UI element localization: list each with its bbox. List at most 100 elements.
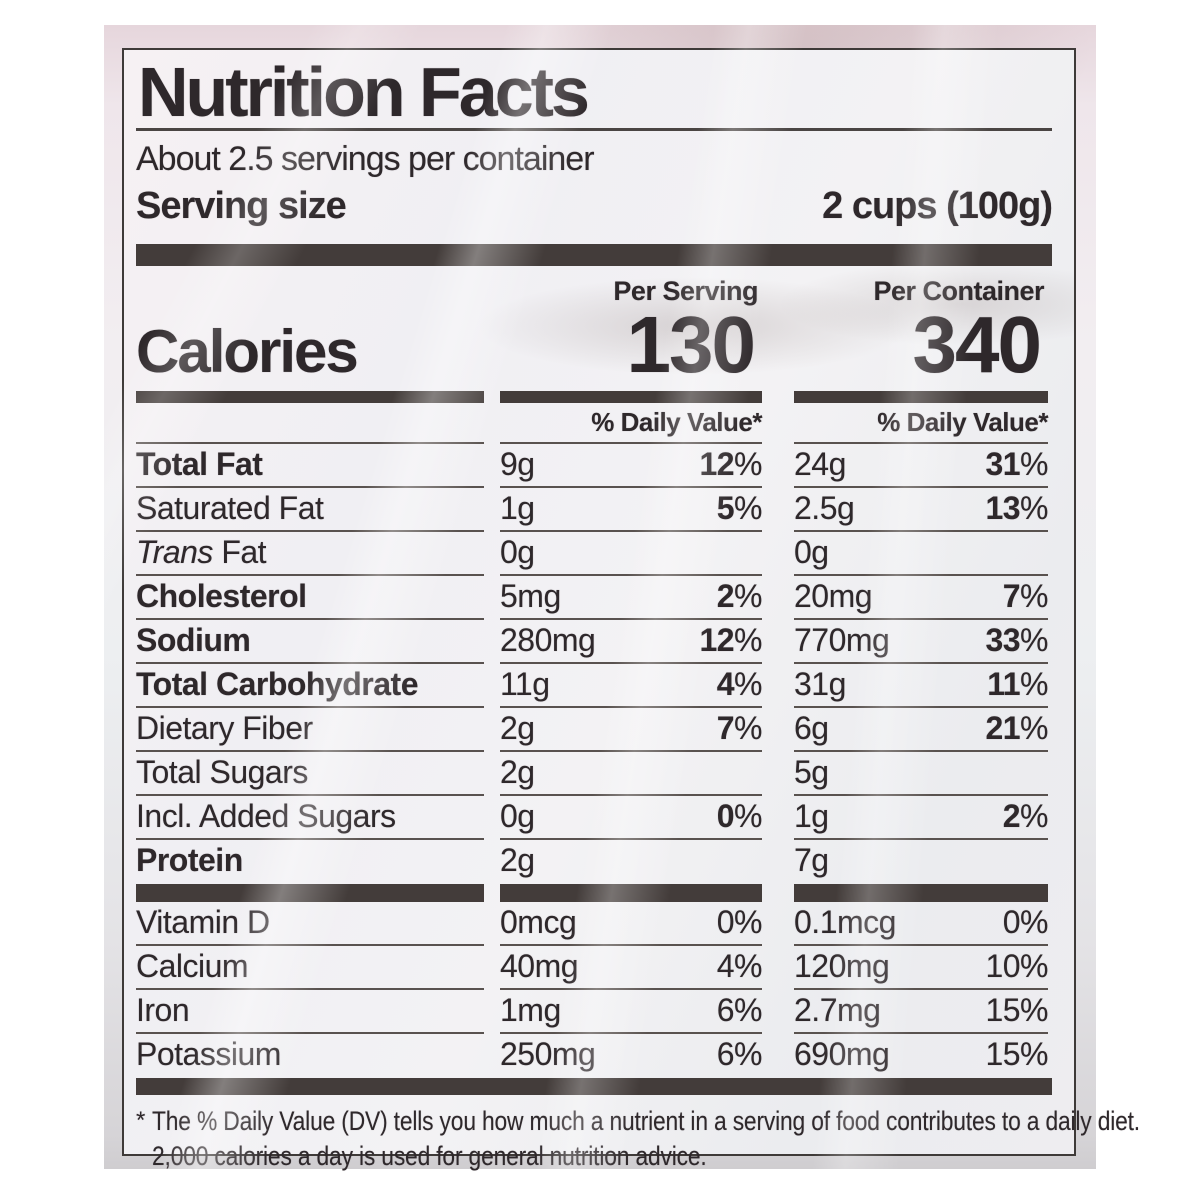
divider-segment xyxy=(794,391,1048,403)
container-amount: 2.7mg xyxy=(794,992,881,1028)
container-daily-value: 7% xyxy=(1002,578,1049,614)
label-title: Nutrition Facts xyxy=(136,50,1052,131)
container-amount: 0.1mcg xyxy=(794,904,896,940)
nutrient-row: Protein 2g 7g xyxy=(136,838,1052,882)
serving-daily-value: 6% xyxy=(716,992,763,1028)
serving-daily-value: 0% xyxy=(716,798,763,834)
nutrient-label: Protein xyxy=(136,842,243,878)
container-amount: 7g xyxy=(794,842,829,878)
per-serving-cell: 0g 0% xyxy=(500,794,762,838)
serving-amount: 1mg xyxy=(500,992,561,1028)
container-daily-value: 2% xyxy=(1002,798,1049,834)
nutrient-row: Potassium 250mg 6% 690mg 15% xyxy=(136,1032,1052,1076)
nutrient-name-cell: Total Sugars xyxy=(136,750,484,794)
per-serving-cell: 2g 7% xyxy=(500,706,762,750)
container-daily-value: 10% xyxy=(985,948,1048,984)
container-amount: 2.5g xyxy=(794,490,855,526)
nutrient-name-cell: Protein xyxy=(136,838,484,882)
per-serving-cell: 1g 5% xyxy=(500,486,762,530)
nutrient-name-cell: Saturated Fat xyxy=(136,486,484,530)
serving-daily-value: 7% xyxy=(716,710,763,746)
nutrient-label-italic: Trans xyxy=(136,534,213,570)
container-amount: 31g xyxy=(794,666,846,702)
per-container-cell: 24g 31% xyxy=(794,442,1048,486)
per-serving-cell: 5mg 2% xyxy=(500,574,762,618)
serving-daily-value: 4% xyxy=(716,666,763,702)
divider-segment xyxy=(500,884,762,902)
container-daily-value: 15% xyxy=(985,992,1048,1028)
serving-amount: 250mg xyxy=(500,1036,596,1072)
per-serving-cell: 0mcg 0% xyxy=(500,902,762,944)
per-container-cell: 1g 2% xyxy=(794,794,1048,838)
serving-amount: 40mg xyxy=(500,948,579,984)
nutrient-row: Iron 1mg 6% 2.7mg 15% xyxy=(136,988,1052,1032)
divider-segment xyxy=(500,391,762,403)
thick-divider-bar xyxy=(136,244,1052,266)
container-amount: 0g xyxy=(794,534,829,570)
per-container-cell: 2.5g 13% xyxy=(794,486,1048,530)
per-serving-cell: 0g xyxy=(500,530,762,574)
serving-amount: 280mg xyxy=(500,622,596,658)
calories-row: Calories 130 340 xyxy=(136,300,1052,391)
nutrient-name-cell: Trans Fat xyxy=(136,530,484,574)
vitamins-section: Vitamin D 0mcg 0% 0.1mcg 0% Calcium 40mg… xyxy=(136,902,1052,1076)
package-photo: Nutrition Facts About 2.5 servings per c… xyxy=(104,25,1140,1171)
nutrient-label: Calcium xyxy=(136,948,249,984)
container-daily-value: 13% xyxy=(985,490,1048,526)
serving-daily-value: 2% xyxy=(716,578,763,614)
nutrient-name-cell: Dietary Fiber xyxy=(136,706,484,750)
daily-value-header-spacer xyxy=(136,403,484,442)
per-serving-cell: 2g xyxy=(500,838,762,882)
nutrient-row: Total Fat 9g 12% 24g 31% xyxy=(136,442,1052,486)
serving-amount: 9g xyxy=(500,446,535,482)
divider-segment xyxy=(794,884,1048,902)
serving-amount: 0g xyxy=(500,798,535,834)
per-container-cell: 2.7mg 15% xyxy=(794,988,1048,1032)
serving-daily-value: 12% xyxy=(699,446,762,482)
serving-amount: 11g xyxy=(500,666,550,702)
serving-daily-value: 0% xyxy=(716,904,763,940)
per-container-cell: 5g xyxy=(794,750,1048,794)
serving-amount: 2g xyxy=(500,842,535,878)
nutrient-name-cell: Incl. Added Sugars xyxy=(136,794,484,838)
daily-value-header-row: % Daily Value* % Daily Value* xyxy=(136,403,1052,442)
nutrient-name-cell: Vitamin D xyxy=(136,902,484,944)
nutrient-label: Total Sugars xyxy=(136,754,308,790)
container-daily-value: 31% xyxy=(985,446,1048,482)
nutrients-section: Total Fat 9g 12% 24g 31% Saturated Fat 1… xyxy=(136,442,1052,882)
nutrient-label: Saturated Fat xyxy=(136,490,324,526)
serving-amount: 0g xyxy=(500,534,535,570)
per-serving-header: Per Serving xyxy=(613,276,758,306)
nutrient-label: Dietary Fiber xyxy=(136,710,313,746)
footnote-line-1: The % Daily Value (DV) tells you how muc… xyxy=(152,1106,1140,1136)
serving-amount: 0mcg xyxy=(500,904,577,940)
column-headers-row: Per Serving Per Container xyxy=(136,266,1052,306)
calories-per-container-value: 340 xyxy=(912,300,1042,389)
nutrient-label: Sodium xyxy=(136,622,251,658)
per-container-cell: 0.1mcg 0% xyxy=(794,902,1048,944)
per-container-cell: 120mg 10% xyxy=(794,944,1048,988)
daily-value-header-serving: % Daily Value* xyxy=(591,407,762,437)
per-serving-cell: 9g 12% xyxy=(500,442,762,486)
protein-divider-bars xyxy=(136,884,1052,902)
nutrient-row: Sodium 280mg 12% 770mg 33% xyxy=(136,618,1052,662)
serving-size-row: Serving size 2 cups (100g) xyxy=(136,181,1053,231)
nutrient-label: Potassium xyxy=(136,1036,281,1072)
per-container-cell: 0g xyxy=(794,530,1048,574)
container-amount: 24g xyxy=(794,446,846,482)
column-header-spacer xyxy=(136,276,484,306)
nutrient-label: Total Fat xyxy=(136,446,263,482)
nutrient-name-cell: Sodium xyxy=(136,618,484,662)
container-daily-value: 15% xyxy=(985,1036,1048,1072)
serving-amount: 2g xyxy=(500,710,535,746)
container-amount: 20mg xyxy=(794,578,873,614)
serving-daily-value: 6% xyxy=(716,1036,763,1072)
container-amount: 1g xyxy=(794,798,829,834)
daily-value-header-container: % Daily Value* xyxy=(877,407,1048,437)
per-serving-cell: 11g 4% xyxy=(500,662,762,706)
serving-daily-value: 4% xyxy=(716,948,763,984)
nutrient-row: Incl. Added Sugars 0g 0% 1g 2% xyxy=(136,794,1052,838)
footnote: * The % Daily Value (DV) tells you how m… xyxy=(136,1095,1140,1174)
per-serving-cell: 2g xyxy=(500,750,762,794)
